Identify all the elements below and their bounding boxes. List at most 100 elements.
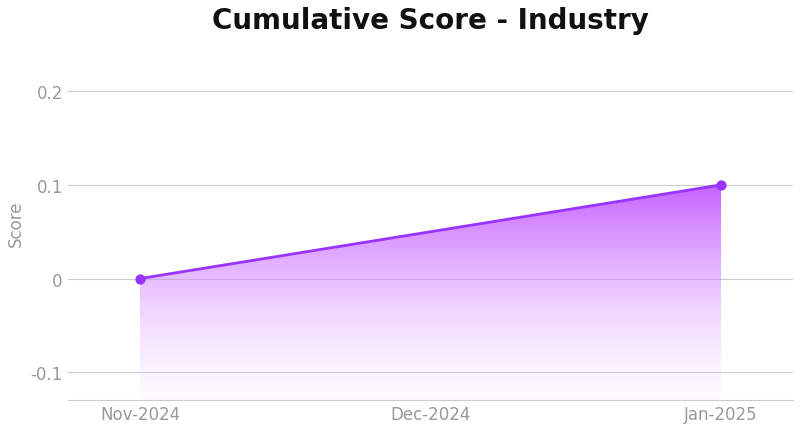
Polygon shape bbox=[226, 264, 721, 265]
Polygon shape bbox=[140, 328, 721, 329]
Polygon shape bbox=[197, 269, 721, 270]
Polygon shape bbox=[140, 394, 721, 395]
Polygon shape bbox=[263, 258, 721, 259]
Polygon shape bbox=[410, 235, 721, 236]
Polygon shape bbox=[170, 273, 721, 274]
Polygon shape bbox=[140, 337, 721, 338]
Polygon shape bbox=[140, 317, 721, 318]
Polygon shape bbox=[370, 241, 721, 242]
Polygon shape bbox=[140, 390, 721, 391]
Polygon shape bbox=[670, 193, 721, 194]
Polygon shape bbox=[140, 321, 721, 322]
Polygon shape bbox=[427, 232, 721, 233]
Polygon shape bbox=[140, 309, 721, 310]
Polygon shape bbox=[140, 299, 721, 300]
Polygon shape bbox=[704, 187, 721, 188]
Polygon shape bbox=[140, 307, 721, 308]
Polygon shape bbox=[320, 249, 721, 250]
Polygon shape bbox=[246, 261, 721, 262]
Polygon shape bbox=[140, 302, 721, 303]
Polygon shape bbox=[140, 353, 721, 354]
Polygon shape bbox=[504, 220, 721, 221]
Polygon shape bbox=[260, 259, 721, 260]
Polygon shape bbox=[140, 396, 721, 397]
Point bbox=[134, 276, 146, 283]
Polygon shape bbox=[146, 277, 721, 278]
Polygon shape bbox=[140, 351, 721, 352]
Y-axis label: Score: Score bbox=[7, 200, 25, 246]
Polygon shape bbox=[564, 210, 721, 211]
Polygon shape bbox=[180, 272, 721, 273]
Polygon shape bbox=[140, 338, 721, 339]
Polygon shape bbox=[694, 189, 721, 190]
Polygon shape bbox=[447, 229, 721, 230]
Polygon shape bbox=[183, 271, 721, 272]
Polygon shape bbox=[457, 227, 721, 228]
Polygon shape bbox=[140, 339, 721, 340]
Polygon shape bbox=[140, 278, 721, 279]
Polygon shape bbox=[140, 320, 721, 321]
Polygon shape bbox=[520, 217, 721, 218]
Polygon shape bbox=[140, 319, 721, 320]
Polygon shape bbox=[140, 379, 721, 380]
Polygon shape bbox=[140, 333, 721, 334]
Polygon shape bbox=[140, 343, 721, 344]
Polygon shape bbox=[140, 346, 721, 347]
Polygon shape bbox=[140, 374, 721, 375]
Polygon shape bbox=[140, 371, 721, 372]
Polygon shape bbox=[140, 280, 721, 281]
Polygon shape bbox=[470, 225, 721, 226]
Polygon shape bbox=[140, 386, 721, 387]
Polygon shape bbox=[140, 361, 721, 362]
Polygon shape bbox=[434, 231, 721, 232]
Polygon shape bbox=[140, 296, 721, 297]
Polygon shape bbox=[346, 245, 721, 246]
Polygon shape bbox=[140, 295, 721, 296]
Polygon shape bbox=[160, 275, 721, 276]
Polygon shape bbox=[490, 222, 721, 223]
Polygon shape bbox=[190, 270, 721, 271]
Polygon shape bbox=[140, 367, 721, 368]
Polygon shape bbox=[140, 336, 721, 337]
Polygon shape bbox=[677, 192, 721, 193]
Polygon shape bbox=[303, 252, 721, 253]
Polygon shape bbox=[584, 207, 721, 208]
Polygon shape bbox=[154, 276, 721, 277]
Polygon shape bbox=[140, 381, 721, 382]
Polygon shape bbox=[514, 218, 721, 219]
Polygon shape bbox=[140, 327, 721, 328]
Polygon shape bbox=[664, 194, 721, 195]
Polygon shape bbox=[140, 376, 721, 377]
Polygon shape bbox=[140, 283, 721, 284]
Polygon shape bbox=[140, 286, 721, 287]
Polygon shape bbox=[140, 366, 721, 367]
Polygon shape bbox=[140, 363, 721, 364]
Polygon shape bbox=[140, 356, 721, 357]
Polygon shape bbox=[140, 322, 721, 323]
Polygon shape bbox=[597, 205, 721, 206]
Polygon shape bbox=[283, 255, 721, 256]
Polygon shape bbox=[140, 279, 721, 280]
Polygon shape bbox=[140, 297, 721, 298]
Polygon shape bbox=[140, 368, 721, 369]
Polygon shape bbox=[140, 330, 721, 331]
Polygon shape bbox=[140, 369, 721, 370]
Polygon shape bbox=[140, 305, 721, 306]
Polygon shape bbox=[714, 186, 721, 187]
Polygon shape bbox=[437, 230, 721, 231]
Polygon shape bbox=[274, 257, 721, 258]
Polygon shape bbox=[140, 303, 721, 304]
Polygon shape bbox=[277, 256, 721, 257]
Polygon shape bbox=[140, 387, 721, 388]
Polygon shape bbox=[140, 388, 721, 389]
Polygon shape bbox=[637, 198, 721, 199]
Polygon shape bbox=[290, 254, 721, 255]
Polygon shape bbox=[397, 237, 721, 238]
Polygon shape bbox=[140, 358, 721, 359]
Polygon shape bbox=[140, 372, 721, 373]
Polygon shape bbox=[607, 203, 721, 204]
Polygon shape bbox=[140, 380, 721, 381]
Polygon shape bbox=[140, 325, 721, 326]
Polygon shape bbox=[570, 209, 721, 210]
Polygon shape bbox=[140, 385, 721, 386]
